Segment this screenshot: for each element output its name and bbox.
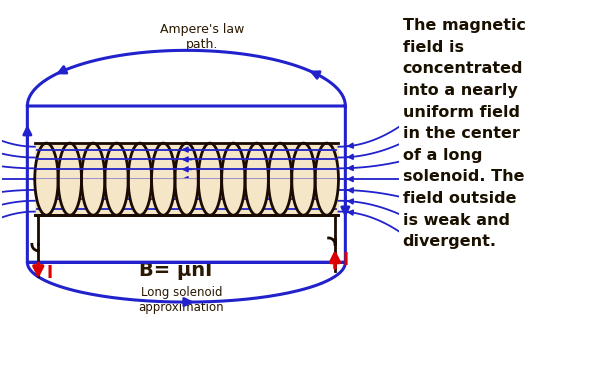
Text: I: I [343,251,349,269]
Polygon shape [245,179,268,215]
Polygon shape [128,179,152,215]
Polygon shape [292,179,315,215]
Polygon shape [222,179,245,215]
Polygon shape [152,179,175,215]
Text: B= μnI: B= μnI [140,261,213,280]
Text: The magnetic
field is
concentrated
into a nearly
uniform field
in the center
of : The magnetic field is concentrated into … [403,18,526,249]
Polygon shape [315,179,338,215]
Polygon shape [105,179,128,215]
Polygon shape [268,179,292,215]
Polygon shape [58,179,81,215]
Text: Long solenoid
approximation: Long solenoid approximation [138,286,224,314]
Polygon shape [198,179,222,215]
Text: Ampere's law
path.: Ampere's law path. [160,23,244,51]
Polygon shape [81,179,105,215]
Polygon shape [175,179,198,215]
Polygon shape [35,179,58,215]
Text: I: I [46,265,52,282]
